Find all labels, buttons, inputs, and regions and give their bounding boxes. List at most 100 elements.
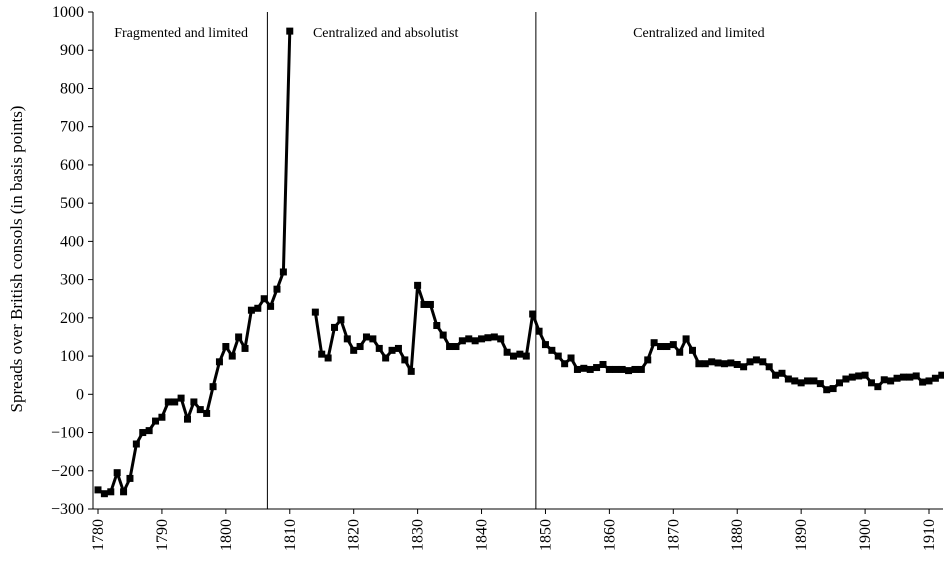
data-point bbox=[554, 352, 562, 360]
data-point bbox=[874, 383, 882, 391]
data-point bbox=[925, 377, 933, 385]
data-point bbox=[605, 365, 613, 373]
data-point bbox=[637, 365, 645, 373]
y-axis-title: Spreads over British consols (in basis p… bbox=[7, 106, 26, 413]
x-tick-label: 1860 bbox=[601, 519, 618, 551]
data-point bbox=[816, 380, 824, 388]
data-point bbox=[861, 371, 869, 379]
data-point bbox=[132, 440, 140, 448]
data-point bbox=[279, 268, 287, 276]
data-point bbox=[94, 486, 102, 494]
y-tick-label: 900 bbox=[60, 42, 84, 59]
data-point bbox=[382, 354, 390, 362]
data-point bbox=[510, 352, 517, 360]
x-tick-label: 1910 bbox=[921, 519, 938, 551]
data-point bbox=[247, 306, 255, 314]
data-point bbox=[420, 300, 428, 308]
data-point bbox=[688, 346, 696, 354]
data-point bbox=[778, 369, 786, 377]
x-tick-label: 1810 bbox=[282, 519, 299, 551]
y-tick-label: 0 bbox=[76, 386, 84, 403]
x-tick-label: 1790 bbox=[154, 519, 171, 551]
data-point bbox=[625, 367, 633, 375]
y-tick-label: 400 bbox=[60, 233, 84, 250]
data-point bbox=[426, 300, 434, 308]
data-point bbox=[407, 367, 415, 375]
data-point bbox=[337, 316, 345, 324]
data-point bbox=[573, 365, 581, 373]
data-point bbox=[465, 335, 473, 343]
data-point bbox=[733, 360, 741, 368]
data-point bbox=[720, 360, 728, 368]
data-point bbox=[478, 335, 486, 343]
data-point bbox=[273, 285, 281, 293]
data-point bbox=[394, 344, 402, 352]
data-point bbox=[343, 335, 351, 343]
data-point bbox=[797, 379, 805, 387]
data-point bbox=[100, 490, 108, 498]
y-tick-label: 1000 bbox=[52, 4, 84, 21]
y-tick-label: 100 bbox=[60, 348, 84, 365]
data-point bbox=[695, 360, 703, 368]
data-point bbox=[139, 429, 147, 437]
x-tick-label: 1870 bbox=[665, 519, 682, 551]
data-point bbox=[171, 398, 179, 406]
data-point bbox=[318, 350, 326, 358]
data-point bbox=[446, 343, 454, 351]
data-point bbox=[599, 360, 607, 368]
regime-label: Fragmented and limited bbox=[114, 26, 248, 41]
x-tick-label: 1900 bbox=[857, 519, 874, 551]
data-point bbox=[535, 327, 543, 335]
data-point bbox=[529, 310, 537, 318]
data-point bbox=[120, 488, 128, 496]
data-point bbox=[669, 341, 677, 349]
x-tick-label: 1830 bbox=[410, 519, 427, 551]
data-point bbox=[215, 358, 223, 366]
data-point bbox=[855, 372, 863, 380]
data-point bbox=[145, 427, 153, 435]
y-tick-label: −200 bbox=[51, 463, 84, 480]
data-point bbox=[471, 337, 479, 345]
data-point bbox=[107, 488, 115, 496]
data-point bbox=[388, 346, 396, 354]
data-point bbox=[235, 333, 243, 341]
data-point bbox=[593, 364, 601, 372]
x-tick-label: 1880 bbox=[729, 519, 746, 551]
data-point bbox=[823, 386, 831, 394]
x-tick-label: 1820 bbox=[346, 519, 363, 551]
series-layer bbox=[94, 27, 944, 498]
data-point bbox=[663, 343, 671, 351]
data-point bbox=[772, 371, 780, 379]
data-point bbox=[842, 375, 850, 383]
data-point bbox=[880, 376, 888, 384]
data-point bbox=[183, 415, 191, 423]
data-point bbox=[931, 374, 939, 382]
data-point bbox=[222, 343, 230, 351]
data-point bbox=[784, 375, 792, 383]
data-point bbox=[164, 398, 172, 406]
data-point bbox=[209, 383, 217, 391]
data-point bbox=[375, 344, 383, 352]
data-point bbox=[311, 308, 319, 316]
y-tick-label: 600 bbox=[60, 157, 84, 174]
y-tick-label: 800 bbox=[60, 80, 84, 97]
data-point bbox=[804, 377, 812, 385]
y-tick-label: 200 bbox=[60, 310, 84, 327]
x-tick-label: 1890 bbox=[793, 519, 810, 551]
data-point bbox=[650, 339, 658, 347]
data-point bbox=[829, 385, 837, 393]
data-point bbox=[752, 356, 760, 364]
data-point bbox=[177, 394, 185, 402]
x-tick-label: 1780 bbox=[90, 519, 107, 551]
data-point bbox=[887, 377, 895, 385]
data-point bbox=[541, 341, 549, 349]
data-point bbox=[433, 321, 441, 329]
x-tick-label: 1800 bbox=[218, 519, 235, 551]
data-point bbox=[746, 358, 754, 366]
data-point bbox=[701, 360, 709, 368]
data-point bbox=[644, 356, 652, 364]
data-point bbox=[260, 295, 268, 303]
data-point bbox=[503, 348, 511, 356]
data-point bbox=[203, 409, 211, 417]
